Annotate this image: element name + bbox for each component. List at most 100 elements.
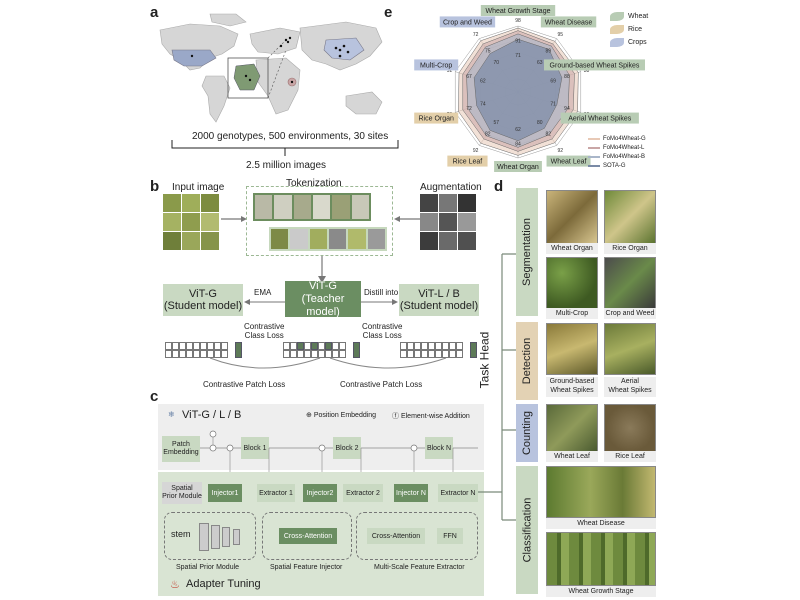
usa-region <box>171 49 217 67</box>
radar-inner-label: 82 <box>485 132 491 138</box>
radar-axis-label: Wheat Disease <box>545 19 593 26</box>
thumb-wheat-organ <box>546 190 598 244</box>
token-cell <box>283 342 290 350</box>
radar-axis-label: Rice Leaf <box>453 159 483 166</box>
token-cell <box>283 350 290 358</box>
label-wheat-growth-stage: Wheat Growth Stage <box>546 586 656 597</box>
patch-loss-arcs <box>209 357 447 369</box>
msfe-caption: Multi-Scale Feature Extractor <box>374 564 465 571</box>
radar-axis-label: Rice Organ <box>419 116 455 123</box>
cross-attention-1: Cross-Attention <box>279 528 337 544</box>
label-crop-and-weed: Crop and Weed <box>604 308 656 319</box>
snowflake-icon: ❄ <box>168 410 175 419</box>
extractor-2: Extractor 2 <box>343 484 383 502</box>
detection-label: Detection <box>521 337 534 385</box>
tab-classification: Classification <box>516 466 538 594</box>
student-model-left: ViT-G (Student model) <box>163 284 243 316</box>
augmentation-label: Augmentation <box>420 182 482 193</box>
token-cell <box>414 350 421 358</box>
radar-axis-label-box <box>560 112 639 124</box>
token-cell <box>318 350 325 358</box>
augment-arrow <box>394 216 420 222</box>
token-row-center <box>283 342 363 358</box>
legend-swatch <box>588 146 600 149</box>
token-cell <box>332 342 339 350</box>
class-loss-left: Contrastive Class Loss <box>244 322 285 340</box>
token-cell <box>421 350 428 358</box>
block-2: Block 2 <box>333 437 361 459</box>
task-head-connector <box>478 253 518 521</box>
class-token <box>353 342 360 358</box>
europe-zoom-box <box>227 57 269 99</box>
token-cell <box>421 342 428 350</box>
flame-icon: ♨ <box>170 579 180 591</box>
radar-inner-label: 62 <box>515 127 521 133</box>
radar-axis-label: Crop and Weed <box>443 19 492 26</box>
legend-add-text: Element-wise Addition <box>400 413 470 420</box>
label-rice-leaf: Rice Leaf <box>604 451 656 462</box>
leaf-icon <box>610 12 624 21</box>
radar-inner-label: 75 <box>485 48 491 54</box>
radar-inner-label: 91 <box>515 39 521 45</box>
input-image-label: Input image <box>172 182 225 193</box>
token-cell <box>290 350 297 358</box>
label-wheat-disease: Wheat Disease <box>546 518 656 529</box>
token-cell <box>318 342 325 350</box>
patch-loss-left: Contrastive Patch Loss <box>203 380 286 389</box>
type-legend-label: Rice <box>628 26 643 33</box>
china-region <box>323 37 365 61</box>
radar-axis-label: Wheat Organ <box>497 164 539 171</box>
token-cell <box>456 350 463 358</box>
token-cell <box>193 350 200 358</box>
radar-inner-label: 69 <box>550 79 556 85</box>
input-arrow <box>221 216 247 222</box>
token-cell <box>179 350 186 358</box>
radar-inner-label: 72 <box>466 106 472 112</box>
task-head-label: Task Head <box>477 331 492 389</box>
type-legend-item: Wheat <box>610 10 680 23</box>
radar-inner-label: 82 <box>545 132 551 138</box>
token-cell <box>435 350 442 358</box>
token-cell <box>297 342 304 350</box>
radar-inner-label: 70 <box>493 60 499 66</box>
token-cell <box>449 342 456 350</box>
student-model-right: ViT-L / B (Student model) <box>399 284 479 316</box>
dataset-images-count: 2.5 million images <box>246 160 327 171</box>
france-region <box>233 63 261 91</box>
type-legend-label: Wheat <box>628 13 649 20</box>
panel-label-a: a <box>150 4 159 21</box>
token-cell <box>214 342 221 350</box>
token-cell <box>290 342 297 350</box>
token-cell <box>456 342 463 350</box>
token-cell <box>304 350 311 358</box>
token-cell <box>400 350 407 358</box>
token-cell <box>400 342 407 350</box>
token-cell <box>172 350 179 358</box>
token-cell <box>339 350 346 358</box>
token-cell <box>304 342 311 350</box>
radar-axis-label: Multi-Crop <box>420 62 452 69</box>
radar-inner-label: 71 <box>550 101 556 107</box>
world-map <box>159 13 383 123</box>
token-cell <box>297 350 304 358</box>
sfi-detail-box: Cross-Attention <box>262 512 352 560</box>
token-cell <box>221 342 228 350</box>
tab-counting: Counting <box>516 404 538 462</box>
radar-axis-label-box <box>494 161 542 172</box>
token-cell <box>221 350 228 358</box>
token-cell <box>339 342 346 350</box>
radar-axis-max: 38 <box>584 68 590 74</box>
patch-loss-right: Contrastive Patch Loss <box>340 380 423 389</box>
radar-axis-label-box <box>414 59 459 71</box>
msfe-detail-box: Cross-Attention FFN <box>356 512 478 560</box>
token-row-left <box>165 342 245 358</box>
token-cell <box>207 350 214 358</box>
token-cell <box>165 350 172 358</box>
radar-axis-max: 92 <box>447 68 453 74</box>
token-cell <box>193 342 200 350</box>
radar-model-legend: FoMo4Wheat-G FoMo4Wheat-L FoMo4Wheat-B SOTA… <box>588 134 688 170</box>
token-cell <box>442 342 449 350</box>
model-legend-item: FoMo4Wheat-G <box>588 134 688 143</box>
legend-element-addition: ⓕ Element-wise Addition <box>392 413 470 420</box>
segmentation-label: Segmentation <box>521 218 534 286</box>
